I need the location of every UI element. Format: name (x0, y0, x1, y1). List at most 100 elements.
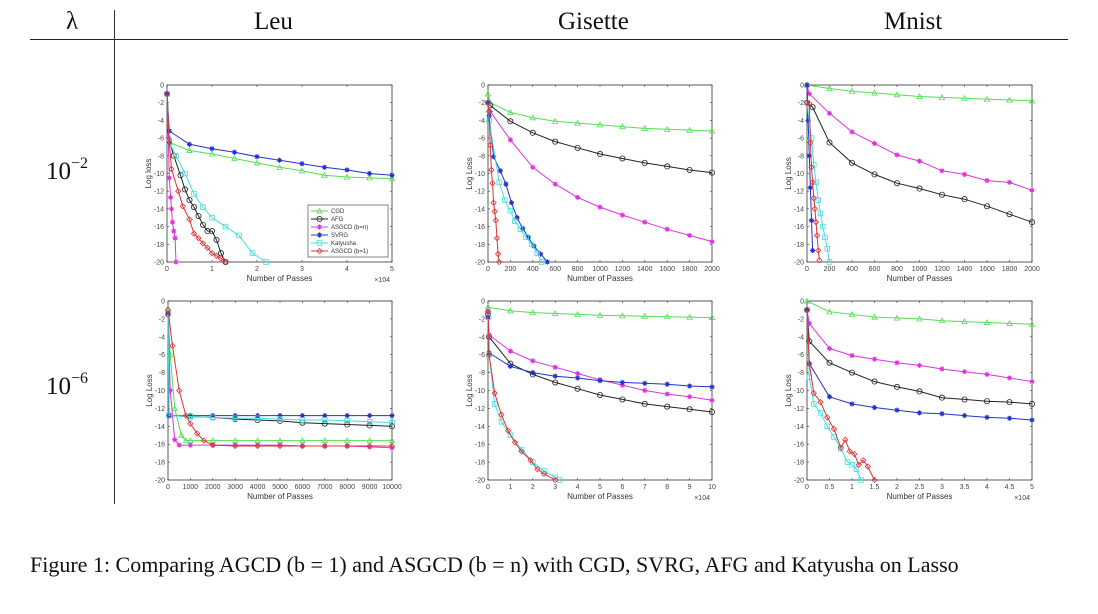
data-point-marker (389, 419, 395, 426)
x-tick-label: 4000 (250, 484, 266, 491)
y-tick-label: -6 (479, 136, 485, 143)
x-tick-label: 600 (549, 266, 561, 273)
y-tick-label: -20 (154, 260, 164, 267)
data-point-marker (366, 422, 373, 429)
y-tick-label: -14 (794, 206, 804, 213)
data-point-marker (169, 219, 175, 225)
series-cgd (803, 81, 1036, 104)
x-tick-label: 0 (486, 484, 490, 491)
data-point-marker (176, 442, 182, 448)
data-point-marker (530, 358, 536, 364)
data-point-marker (321, 171, 328, 178)
x-tick-label: 0 (805, 266, 809, 273)
y-tick-label: -16 (154, 224, 164, 231)
data-point-marker (208, 249, 216, 257)
data-point-marker (709, 239, 715, 245)
x-axis-label: Number of Passes (887, 274, 953, 283)
data-point-marker (186, 141, 193, 147)
data-point-marker (502, 197, 508, 203)
x-tick-label: 1.5 (870, 484, 880, 491)
x-tick-label: 200 (824, 266, 836, 273)
x-tick-label: 5000 (272, 484, 288, 491)
lambda-header: λ (66, 8, 79, 35)
data-point-marker (1006, 319, 1013, 326)
data-point-marker (255, 442, 261, 448)
data-point-marker (366, 442, 373, 450)
data-point-marker (642, 380, 648, 386)
data-point-marker (366, 170, 373, 177)
y-tick-label: -2 (479, 100, 485, 107)
data-point-marker (171, 228, 177, 234)
data-point-marker (181, 186, 188, 193)
header-rule (30, 39, 1068, 40)
y-tick-label: -16 (794, 442, 804, 449)
data-point-marker (984, 203, 991, 210)
x-tick-label: 3 (553, 484, 557, 491)
series-svrg (804, 82, 816, 254)
data-point-marker (534, 466, 541, 473)
y-tick-label: -16 (475, 442, 485, 449)
x-tick-label: 0 (165, 266, 169, 273)
series-line (167, 309, 392, 447)
y-axis-label: Log Loss (465, 157, 474, 189)
data-point-marker (540, 470, 548, 477)
y-tick-label: -2 (798, 316, 804, 323)
y-tick-label: -10 (475, 388, 485, 395)
data-point-marker (200, 204, 206, 210)
x-tick-label: 4 (985, 484, 989, 491)
data-point-marker (1029, 400, 1036, 407)
data-point-marker (894, 180, 901, 187)
row-label-lambda-1e-6: 10−6 (46, 370, 88, 401)
data-point-marker (530, 164, 536, 170)
data-point-marker (552, 379, 559, 386)
data-point-marker (213, 236, 220, 243)
y-tick-label: 0 (481, 299, 485, 306)
data-point-marker (321, 437, 329, 444)
y-tick-label: 0 (161, 299, 165, 306)
data-point-marker (811, 401, 817, 407)
y-axis-label: Log Loss (145, 374, 154, 406)
data-point-marker (826, 259, 833, 265)
data-point-marker (186, 216, 193, 223)
data-point-marker (574, 144, 581, 151)
data-point-marker (489, 180, 496, 187)
data-point-marker (496, 258, 503, 266)
data-point-marker (984, 398, 991, 405)
data-point-marker (343, 437, 351, 444)
data-point-marker (939, 168, 945, 174)
data-point-marker (597, 391, 604, 398)
x-tick-label: 1 (210, 266, 214, 273)
y-tick-label: 0 (800, 83, 804, 90)
data-point-marker (276, 157, 283, 163)
data-point-marker (916, 362, 923, 369)
series-line (806, 102, 1033, 223)
series-line (166, 93, 393, 176)
data-point-marker (686, 406, 693, 413)
y-tick-label: -16 (794, 224, 804, 231)
x-tick-label: 8000 (339, 484, 355, 491)
series-line (487, 317, 560, 481)
data-point-marker (1028, 97, 1036, 104)
data-point-marker (805, 117, 811, 123)
data-point-marker (518, 448, 525, 455)
data-point-marker (619, 396, 626, 403)
data-point-marker (485, 351, 493, 358)
series-line (166, 93, 267, 263)
data-point-marker (254, 415, 261, 421)
data-point-marker (277, 442, 283, 448)
data-point-marker (961, 196, 968, 203)
x-axis-label: Number of Passes (247, 492, 313, 501)
x-tick-label: 1 (508, 484, 512, 491)
data-point-marker (664, 226, 670, 232)
legend-entry: ASGCD (b=n) (311, 224, 368, 231)
data-point-marker (316, 232, 323, 238)
data-point-marker (687, 232, 693, 239)
series-line (487, 102, 543, 263)
data-point-marker (552, 476, 559, 484)
y-tick-label: -4 (158, 118, 164, 125)
data-point-marker (195, 212, 202, 219)
data-point-marker (172, 235, 178, 241)
data-point-marker (210, 414, 216, 421)
y-tick-label: -12 (794, 406, 804, 413)
data-point-marker (232, 442, 238, 448)
